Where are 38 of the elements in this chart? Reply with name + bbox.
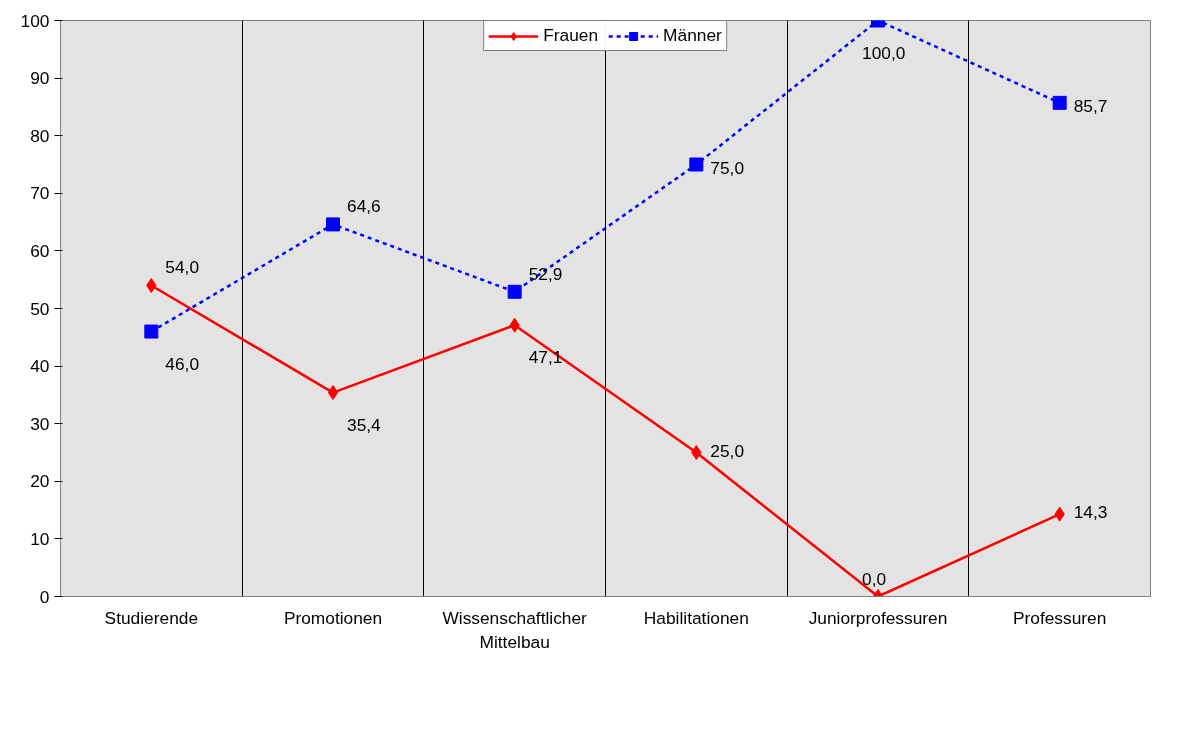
data-label: 46,0	[165, 353, 200, 374]
legend-label: Frauen	[543, 25, 599, 46]
y-tick-label: 70	[30, 183, 50, 204]
point	[327, 385, 339, 401]
data-label: 85,7	[1073, 95, 1108, 116]
y-tick-label: 30	[30, 413, 50, 434]
data-label: 25,0	[710, 440, 745, 461]
y-tick-label: 60	[30, 240, 50, 261]
x-tick-label: Promotionen	[283, 607, 383, 628]
data-label: 52,9	[528, 263, 563, 284]
data-label: 75,0	[710, 157, 745, 178]
y-tick-label: 90	[30, 68, 50, 89]
data-label: 14,3	[1073, 502, 1108, 523]
x-tick-label: Professuren	[1012, 607, 1107, 628]
data-label: 64,6	[347, 196, 381, 217]
data-label: 54,0	[165, 257, 200, 278]
data-label: 100,0	[862, 42, 906, 63]
y-tick-label: 50	[30, 298, 50, 319]
point	[1052, 95, 1067, 110]
point	[326, 217, 340, 232]
point	[144, 324, 159, 339]
x-tick-label: Wissenschaftlicher Mittelbau	[442, 607, 588, 652]
data-label: 0,0	[862, 568, 887, 589]
point	[507, 284, 522, 299]
x-tick-label: Studierende	[104, 607, 199, 628]
point	[691, 445, 702, 460]
y-tick-label: 0	[39, 586, 50, 607]
y-tick-label: 40	[30, 356, 50, 377]
point	[689, 157, 704, 172]
y-tick-label: 20	[30, 471, 50, 492]
y-tick-label: 80	[30, 125, 50, 146]
data-label: 35,4	[347, 414, 382, 435]
data-label: 47,1	[528, 347, 563, 368]
y-tick-label: 10	[30, 528, 50, 549]
x-tick-label: Habilitationen	[643, 607, 749, 628]
x-tick-label: Juniorprofessuren	[808, 607, 948, 628]
legend-label: Männer	[663, 25, 722, 46]
y-tick-label: 100	[20, 10, 50, 31]
